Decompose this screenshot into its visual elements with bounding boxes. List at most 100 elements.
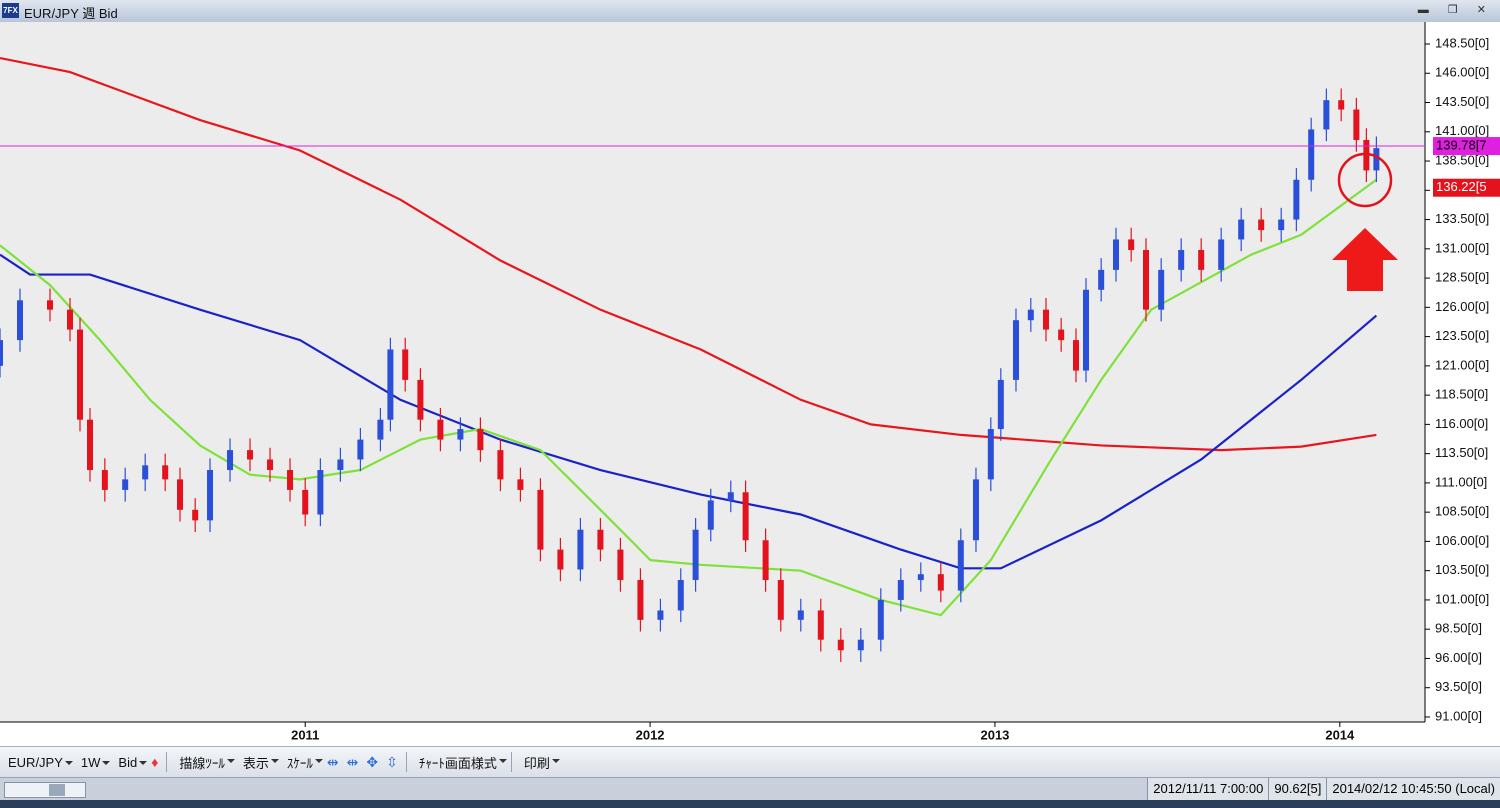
toolbar-item[interactable]: ﾁｬｰﾄ画面様式 [411,753,507,772]
toolbar-item[interactable]: 表示 [235,753,279,772]
candle-body [47,300,54,310]
candle-body [937,574,944,591]
candle-body [302,489,309,515]
price-label-box [1433,137,1500,156]
candle-body [557,549,564,570]
window-title: EUR/JPY 週 Bid [24,6,118,21]
candle-body [402,349,409,380]
candle-body [1338,100,1345,110]
toolbar-item[interactable]: EUR/JPY [0,755,73,770]
toolbar-item[interactable]: 1W [73,755,111,770]
overlay-layer: 91.00[0] 93.50[0] 96.00[0] 98.50[0] 101.00[0… [291,35,1500,742]
taskbar [0,800,1500,808]
candle-body [1158,269,1165,310]
status-cell: 90.62[5] [1268,778,1327,801]
candle-body [657,610,664,620]
app-icon: 7FX [2,3,19,18]
toolbar-icon[interactable]: ✥ [366,753,379,770]
y-tick-label: 123.50[0] [1435,328,1489,343]
candle-body [1218,239,1225,270]
candle-body [227,450,234,471]
y-tick-label: 93.50[0] [1435,679,1482,694]
candle-body [1258,219,1265,231]
status-cell: 2014/02/12 10:45:50 (Local) [1326,778,1500,801]
y-tick-label: 133.50[0] [1435,211,1489,226]
candle-body [897,580,904,600]
toolbar-icon[interactable]: ♦ [151,754,159,770]
candle-body [877,599,884,640]
price-label-box [1433,178,1500,197]
y-tick-label: 118.50[0] [1435,387,1488,402]
x-tick-label: 2011 [291,727,319,742]
candle-body [857,639,864,651]
y-tick-label: 101.00[0] [1435,591,1489,606]
candle-body [247,450,254,460]
candle-body [1293,179,1300,220]
candle-body [1098,269,1105,290]
status-cell: 2012/11/11 7:00:00 [1147,778,1269,801]
candle-body [287,470,294,490]
candle-body [67,309,74,330]
candle-body [387,349,394,420]
candle-body [707,500,714,530]
candle-body [517,479,524,490]
window-buttons[interactable]: ▬ ❐ ✕ [1417,4,1494,16]
candle-body [1278,219,1285,231]
candle-body [357,439,364,460]
candle-body [1143,249,1150,310]
toolbar-item[interactable]: 描線ﾂｰﾙ [171,753,235,772]
chart: 91.00[0] 93.50[0] 96.00[0] 98.50[0] 101.00[0… [0,22,1500,746]
toolbar-item[interactable]: ｽｹｰﾙ [279,753,323,772]
toolbar-item[interactable]: Bid [110,755,148,770]
candle-body [267,459,274,471]
y-tick-label: 141.00[0] [1435,123,1489,138]
y-tick-label: 131.00[0] [1435,240,1489,255]
candle-body [1042,309,1049,330]
candle-body [577,529,584,570]
x-tick-label: 2014 [1325,727,1355,742]
candle-body [1027,309,1034,321]
separator [405,752,407,772]
moving-average [0,253,1378,570]
candle-body [837,639,844,651]
toolbar-icon[interactable]: ⇹ [346,753,359,770]
plot-area [0,22,1425,722]
candle-body [457,429,464,440]
candle-body [417,379,424,420]
toolbar-item[interactable]: 印刷 [516,753,560,772]
highlight-arrow [1332,228,1398,291]
x-tick-label: 2013 [980,727,1009,742]
y-tick-label: 91.00[0] [1435,708,1482,723]
y-tick-label: 111.00[0] [1435,474,1487,489]
candle-body [987,429,994,480]
moving-average [0,56,1377,452]
candle-body [207,470,214,521]
y-tick-label: 116.00[0] [1435,416,1488,431]
candle-body [1353,109,1360,140]
toolbar-icon[interactable]: ⇹ [326,753,339,770]
candle-body [777,580,784,620]
candle-body [437,419,444,440]
y-tick-label: 126.00[0] [1435,299,1489,314]
y-tick-label: 146.00[0] [1435,65,1489,80]
scroll-thumb[interactable] [49,784,65,796]
candle-body [692,529,699,581]
y-tick-label: 121.00[0] [1435,357,1489,372]
candle-body [87,419,94,471]
candle-body [537,489,544,550]
y-tick-label: 106.00[0] [1435,533,1489,548]
x-axis-panel [0,722,1425,746]
candle-body [1058,329,1065,341]
toolbar-icon[interactable]: ⇳ [386,753,398,770]
candle-body [997,379,1004,430]
candle-body [762,540,769,581]
candle-body [0,340,3,366]
candle-body [957,540,964,591]
y-tick-label: 108.50[0] [1435,504,1489,519]
candle-body [101,470,108,490]
price-label: 136.22[5 [1436,179,1487,194]
candle-body [1082,289,1089,371]
scrollbar[interactable] [4,782,86,798]
candle-body [162,465,169,480]
